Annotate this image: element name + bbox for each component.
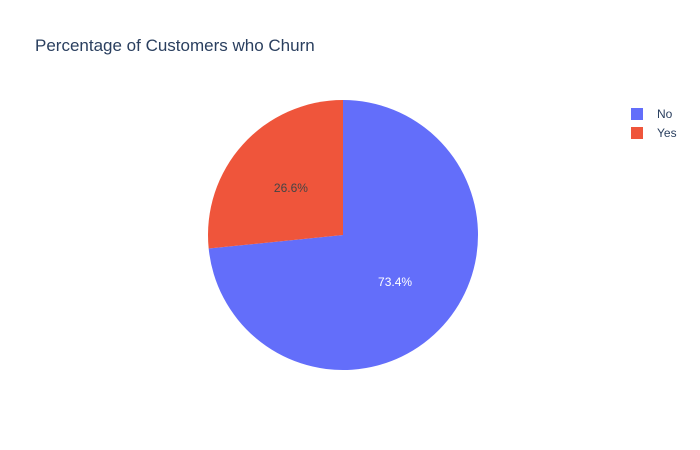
legend-swatch-no <box>631 108 643 120</box>
pie-slice-yes[interactable] <box>208 100 343 249</box>
pie-slice-no[interactable] <box>208 100 478 371</box>
slice-label-yes: 26.6% <box>274 181 308 195</box>
legend-label-no: No <box>657 107 673 121</box>
legend-item-no[interactable]: No <box>631 107 673 121</box>
chart-title: Percentage of Customers who Churn <box>35 36 315 55</box>
pie-slices <box>208 100 478 371</box>
legend-item-yes[interactable]: Yes <box>631 126 677 140</box>
legend-swatch-yes <box>631 127 643 139</box>
legend-label-yes: Yes <box>657 126 677 140</box>
slice-labels: 73.4% 26.6% <box>274 181 412 289</box>
legend: No Yes <box>631 107 677 140</box>
slice-label-no: 73.4% <box>378 275 412 289</box>
